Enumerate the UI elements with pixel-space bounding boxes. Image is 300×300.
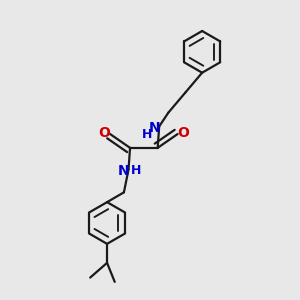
Text: O: O [177, 125, 189, 140]
Text: O: O [99, 125, 110, 140]
Text: H: H [131, 164, 141, 177]
Text: N: N [118, 164, 130, 178]
Text: N: N [149, 121, 161, 135]
Text: H: H [142, 128, 153, 141]
